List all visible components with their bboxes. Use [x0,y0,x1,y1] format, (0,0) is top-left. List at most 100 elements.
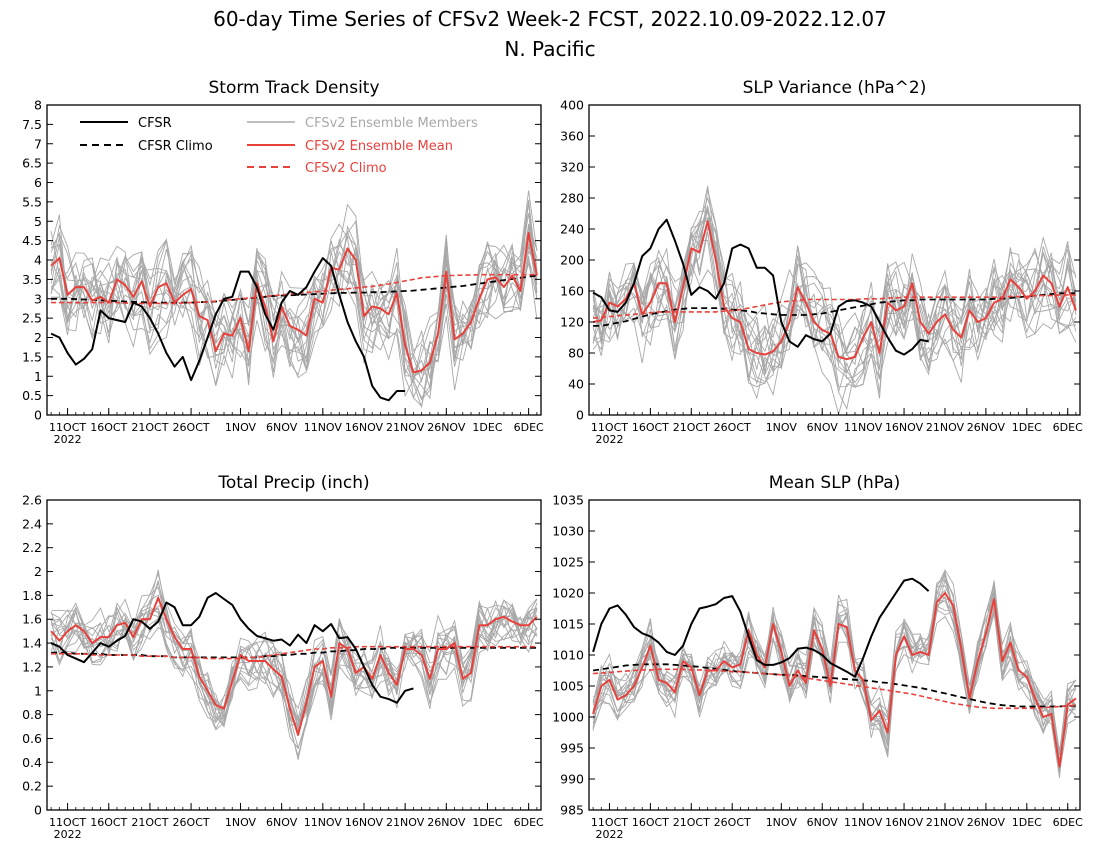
y-tick-label: 995 [560,741,584,756]
y-tick-label: 0.4 [22,755,42,770]
y-tick-label: 0.6 [22,731,42,746]
y-tick-label: 2 [34,330,42,345]
x-tick-label: 16OCT [632,421,669,434]
x-tick-label: 26OCT [173,421,210,434]
cfsv2-ensemble-mean-line [50,231,538,374]
cfsv2-ensemble-mean-line [50,596,538,736]
y-tick-label: 1 [34,683,42,698]
figure-title-line1: 60-day Time Series of CFSv2 Week-2 FCST,… [213,7,887,31]
x-tick-label: 21NOV [926,421,965,434]
x-tick-label: 11OCT [49,816,86,829]
y-tick-label: 1.4 [22,636,42,651]
y-tick-label: 200 [560,253,584,268]
ensemble-member-line [592,207,1077,392]
y-tick-label: 1 [34,369,42,384]
legend-cfsv2-climo-label: CFSv2 Climo [305,161,387,176]
x-tick-label: 21OCT [131,816,168,829]
y-tick-label: 1035 [552,493,584,508]
y-tick-label: 1025 [552,555,584,570]
storm-track-density-panel: Storm Track Density 0 0.5 1 1.5 2 2.5 3 3.5 4 4.5 5… [22,78,544,446]
x-tick-label: 11OCT [591,816,628,829]
x-tick-label: 21OCT [131,421,168,434]
x-tick-label: 26OCT [714,816,751,829]
ensemble-member-line [50,200,538,376]
ensemble-member-line [592,574,1077,761]
y-tick-label: 2.5 [22,311,42,326]
legend: CFSR CFSR Climo CFSv2 Ensemble Members C… [80,116,478,176]
x-tick-label: 16OCT [90,421,127,434]
legend-members-label: CFSv2 Ensemble Members [305,116,478,131]
y-tick-label: 5.5 [22,194,42,209]
y-tick-label: 0 [576,408,584,423]
y-tick-label: 5 [34,214,42,229]
cfsr-climo-line [592,663,1076,708]
y-tick-label: 0.2 [22,779,42,794]
ensemble-member-line [50,606,538,728]
panel-title: Storm Track Density [208,78,379,98]
plot-area [50,190,538,409]
ensemble-member-line [50,220,538,409]
x-tick-label: 1NOV [225,421,257,434]
x-tick-label: 6NOV [266,816,298,829]
x-tick-label: 16NOV [885,816,924,829]
y-tick-label: 1010 [552,648,584,663]
x-tick-label: 26NOV [427,421,466,434]
x-tick-label: 26OCT [173,816,210,829]
x-tick-label: 26NOV [967,421,1006,434]
cfsr-climo-line [593,292,1076,327]
x-tick-label: 11NOV [304,816,343,829]
y-tick-label: 1030 [552,524,584,539]
panel-title: Mean SLP (hPa) [769,473,901,493]
figure-title-line2: N. Pacific [504,37,595,61]
ensemble-member-line [50,225,538,399]
x-year-label: 2022 [595,433,623,446]
y-tick-label: 0.8 [22,707,42,722]
ensemble-member-line [50,572,538,728]
ensemble-member-line [592,196,1077,399]
x-tick-label: 16OCT [632,816,669,829]
y-tick-label: 40 [568,377,584,392]
cfsr-line [592,218,929,356]
x-tick-label: 16OCT [90,816,127,829]
x-tick-label: 26NOV [967,816,1006,829]
cfsv2-climo-line [593,668,1076,710]
x-tick-label: 6NOV [266,421,298,434]
x-tick-label: 1DEC [1012,421,1042,434]
ensemble-member-line [50,244,538,375]
y-tick-label: 240 [560,222,584,237]
cfsr-line [50,257,406,402]
x-tick-label: 26NOV [427,816,466,829]
legend-cfsr-climo-label: CFSR Climo [138,139,213,154]
y-tick-label: 320 [560,160,584,175]
y-tick-label: 0 [34,408,42,423]
y-tick-label: 7 [34,136,42,151]
y-tick-label: 360 [560,129,584,144]
x-tick-label: 6DEC [514,421,544,434]
y-tick-label: 990 [560,772,584,787]
x-tick-label: 11OCT [49,421,86,434]
x-tick-label: 21OCT [673,816,710,829]
y-tick-label: 3 [34,291,42,306]
ensemble-member-line [50,213,538,389]
mean-slp-panel: Mean SLP (hPa) 985 990 995 1000 1005 1010 1015 1… [552,473,1083,841]
x-tick-label: 21NOV [386,421,425,434]
legend-ensemble-mean-label: CFSv2 Ensemble Mean [305,139,453,154]
y-tick-label: 7.5 [22,117,42,132]
ensemble-member-line [51,602,538,728]
ensemble-member-line [50,230,538,400]
x-year-label: 2022 [54,828,82,841]
ensemble-member-line [592,210,1077,415]
y-tick-label: 160 [560,284,584,299]
panel-title: Total Precip (inch) [217,473,369,493]
y-tick-label: 280 [560,191,584,206]
y-tick-label: 2.4 [22,516,42,531]
y-tick-label: 1.5 [22,349,42,364]
y-tick-label: 120 [560,315,584,330]
x-tick-label: 21NOV [386,816,425,829]
y-tick-label: 2.2 [22,540,42,555]
total-precip-panel: Total Precip (inch) 0 0.2 0.4 0.6 0.8 1 1.2 1.4 1… [22,473,544,841]
x-tick-label: 16NOV [345,816,384,829]
cfsv2-ensemble-mean-line [592,592,1077,768]
slp-variance-panel: SLP Variance (hPa^2) 0 40 80 120 160 200 240 280… [560,78,1083,446]
